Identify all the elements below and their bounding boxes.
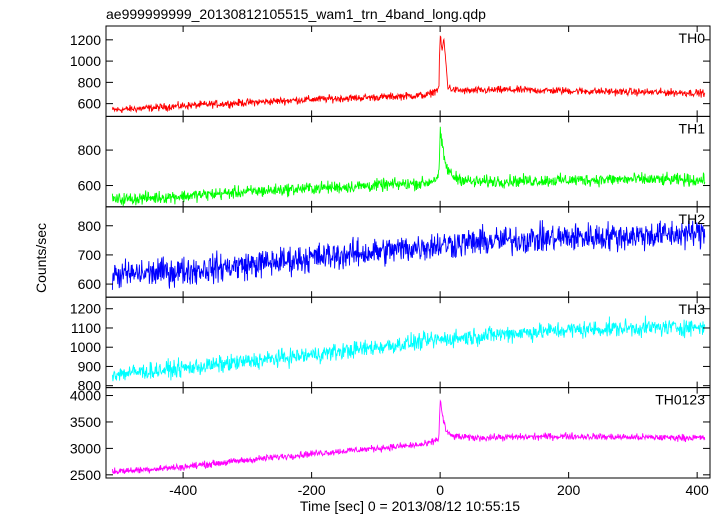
x-axis-label: Time [sec] 0 = 2013/08/12 10:55:15 [300, 498, 520, 514]
y-tick-label: 800 [78, 378, 102, 394]
series-line-th0 [111, 35, 706, 114]
y-tick-label: 1000 [70, 53, 101, 69]
y-tick-label: 600 [78, 276, 102, 292]
panel-label-th0123: TH0123 [655, 392, 705, 408]
y-tick-label: 2500 [70, 467, 101, 483]
y-tick-label: 1100 [71, 320, 101, 336]
y-tick-label: 800 [78, 142, 102, 158]
panel-frame [105, 387, 711, 479]
y-tick-label: 1200 [70, 32, 101, 48]
series-line-th1 [111, 126, 706, 207]
y-tick-label: 600 [78, 96, 102, 112]
panel-th1: 600 800 TH1 [78, 115, 711, 208]
x-tick-label: 0 [436, 482, 444, 498]
series-line-th3 [111, 315, 706, 382]
panel-th0: 600 800 1000 1200 TH0 [70, 25, 711, 117]
y-tick-label: 1200 [70, 301, 101, 317]
series-line-th2 [111, 220, 706, 290]
x-tick-label: -200 [298, 482, 326, 498]
panel-label-th2: TH2 [679, 211, 706, 227]
chart-title: ae999999999_20130812105515_wam1_trn_4ban… [106, 6, 486, 22]
panel-th3: 800 900 1000 1100 1200 TH3 [70, 296, 711, 394]
panel-label-th1: TH1 [679, 120, 706, 136]
y-tick-label: 700 [78, 247, 102, 263]
panel-label-th3: TH3 [679, 301, 706, 317]
series-line-th0123 [111, 399, 706, 475]
panels: 600 800 1000 1200 TH0 600 800 TH1 600 700 800 TH2 80… [70, 25, 711, 498]
panel-th0123: 2500 3000 3500 4000 TH0123 [70, 387, 711, 483]
y-tick-label: 4000 [70, 388, 101, 404]
y-tick-label: 3500 [70, 414, 101, 430]
y-axis-label: Counts/sec [33, 223, 49, 293]
y-tick-label: 800 [78, 218, 102, 234]
x-tick-label: 400 [685, 482, 709, 498]
y-tick-label: 900 [78, 358, 102, 374]
y-tick-label: 3000 [70, 440, 101, 456]
x-tick-label: 200 [557, 482, 581, 498]
panel-label-th0: TH0 [679, 30, 706, 46]
panel-th2: 600 700 800 TH2 [78, 206, 711, 298]
y-tick-label: 600 [78, 178, 102, 194]
panel-frame [105, 25, 711, 117]
y-tick-label: 800 [78, 74, 102, 90]
x-tick-label: -400 [169, 482, 197, 498]
y-tick-label: 1000 [70, 339, 101, 355]
